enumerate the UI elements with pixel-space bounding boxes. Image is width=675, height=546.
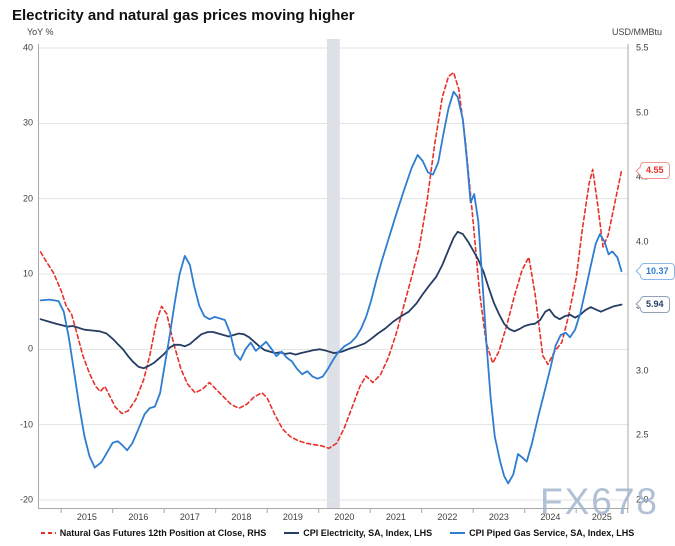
axis-tick-label: 2023 [488,512,509,522]
axis-tick-label: 20 [22,193,33,204]
axis-tick-label: 2015 [76,512,97,522]
legend-label: CPI Electricity, SA, Index, LHS [303,528,433,538]
navy-line-swatch-icon [284,532,300,534]
axis-tick-label: 2.0 [636,494,649,505]
axis-tick-label: 2020 [334,512,355,522]
legend-item-natgas-futures: Natural Gas Futures 12th Position at Clo… [40,528,267,538]
axis-tick-label: -20 [19,494,33,505]
axis-tick-label: 2016 [128,512,149,522]
red-dashed-line-swatch-icon [40,532,56,534]
axis-tick-label: 3.0 [636,365,649,376]
axis-tick-label: 5.5 [636,42,649,53]
axis-tick-label: 2025 [591,512,612,522]
axis-tick-label: 4.0 [636,236,649,247]
axis-tick-label: 2018 [231,512,252,522]
left-axis-unit-label: YoY % [27,27,54,37]
axis-tick-label: 2019 [282,512,303,522]
axis-tick-label: 2024 [540,512,561,522]
end-value-callout-natgas: 4.55 [640,162,670,179]
chart-legend: Natural Gas Futures 12th Position at Clo… [0,528,675,538]
axis-tick-label: 2022 [437,512,458,522]
end-value-callout-electricity: 5.94 [640,296,670,313]
axis-tick-label: 2.5 [636,429,649,440]
axis-tick-label: -10 [19,419,33,430]
axis-tick-label: 10 [22,268,33,279]
legend-item-cpi-electricity: CPI Electricity, SA, Index, LHS [284,528,432,538]
axis-tick-label: 2017 [179,512,200,522]
axis-tick-label: 0 [27,343,33,354]
end-value-callout-piped-gas: 10.37 [640,262,675,280]
legend-label: Natural Gas Futures 12th Position at Clo… [59,528,267,538]
axis-tick-label: 2021 [385,512,406,522]
legend-label: CPI Piped Gas Service, SA, Index, LHS [469,528,635,538]
axis-tick-label: 40 [22,42,33,53]
right-axis-unit-label: USD/MMBtu [611,27,662,37]
blue-line-swatch-icon [450,532,466,534]
fx678-watermark: FX678 [540,481,660,522]
axis-tick-label: 30 [22,117,33,128]
axis-tick-label: 5.0 [636,107,649,118]
chart-title: Electricity and natural gas prices movin… [12,7,355,24]
legend-item-cpi-piped-gas: CPI Piped Gas Service, SA, Index, LHS [450,528,634,538]
